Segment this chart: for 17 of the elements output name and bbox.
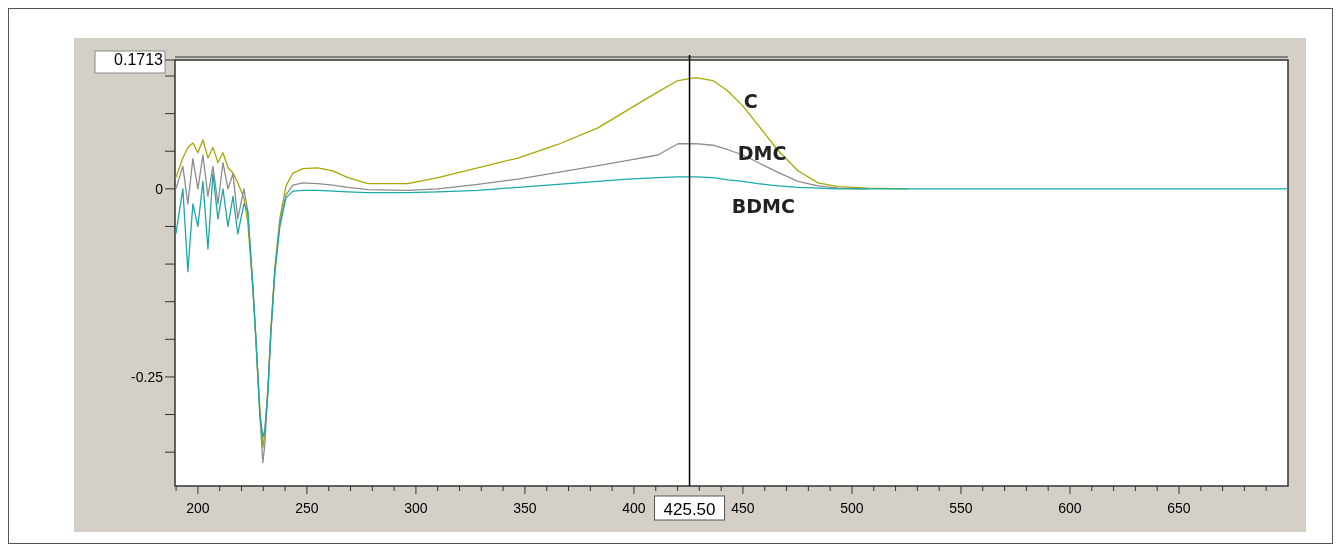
x-tick-label: 200 — [186, 500, 210, 516]
x-tick-label: 400 — [622, 500, 646, 516]
line-series — [175, 173, 1288, 438]
x-tick-label: 450 — [731, 500, 755, 516]
series-label: C — [743, 89, 758, 112]
x-tick-label: 550 — [949, 500, 973, 516]
y-tick-label: 0.1713 — [114, 51, 164, 68]
x-tick-label: 650 — [1167, 500, 1191, 516]
x-tick-label: 600 — [1058, 500, 1082, 516]
x-tick-label: 350 — [513, 500, 537, 516]
ref-line-label: 425.50 — [663, 500, 716, 519]
y-tick-label: 0 — [155, 180, 164, 197]
series-label: BDMC — [731, 194, 795, 217]
x-tick-label: 250 — [295, 500, 319, 516]
x-tick-label: 500 — [840, 500, 864, 516]
x-tick-label: 300 — [404, 500, 428, 516]
y-tick-label: -0.25 — [131, 368, 164, 385]
